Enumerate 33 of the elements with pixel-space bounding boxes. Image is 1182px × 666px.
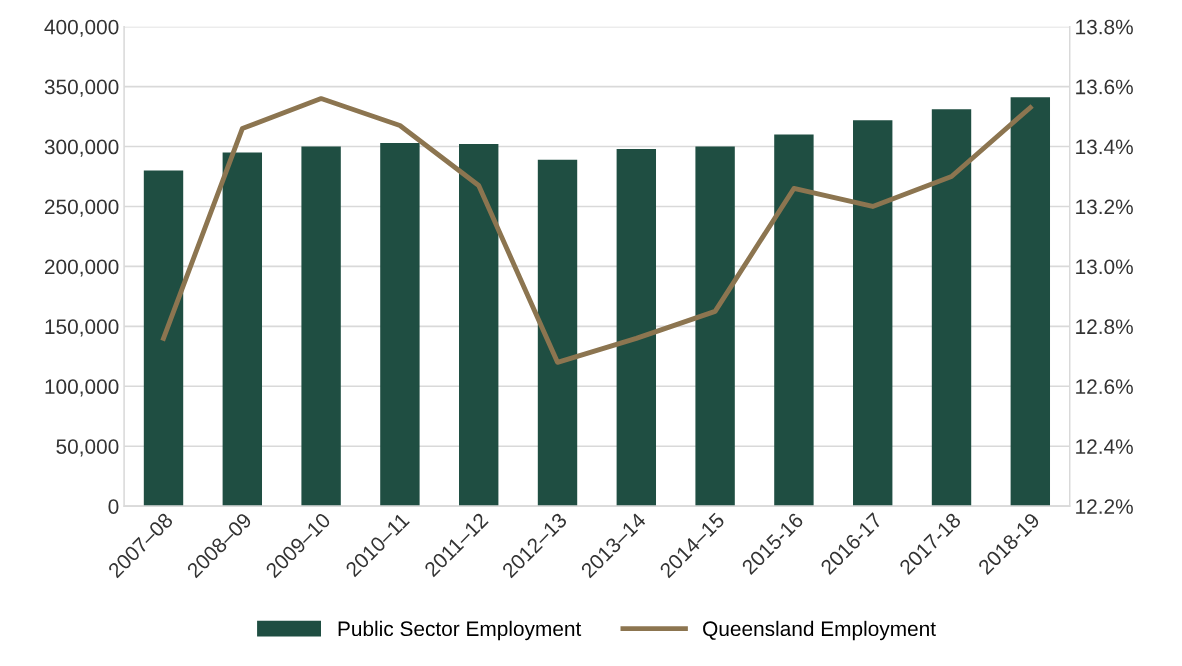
bar: [774, 134, 814, 507]
legend-label: Public Sector Employment: [338, 620, 582, 641]
y-tick-label: 200,000: [45, 259, 119, 277]
bar: [222, 152, 263, 507]
bar: [301, 146, 341, 507]
y-tick-label: 400,000: [44, 19, 119, 37]
y-tick-label: 350,000: [44, 79, 119, 97]
y2-tick-label: 13.2%: [1076, 199, 1133, 215]
bar: [537, 159, 578, 507]
y2-tick-label: 12.8%: [1076, 319, 1133, 335]
bar: [931, 109, 972, 507]
y-tick-label: 0: [108, 499, 119, 514]
bar: [616, 148, 657, 507]
y-tick-label: 300,000: [44, 139, 119, 157]
bar: [695, 146, 735, 507]
y-tick-label: 50,000: [56, 439, 119, 457]
bar: [853, 120, 893, 507]
line-series: [161, 96, 1033, 365]
y2-tick-label: 12.4%: [1076, 439, 1133, 454]
bar: [143, 170, 184, 507]
y2-tick-label: 13.8%: [1076, 19, 1133, 35]
y2-tick-label: 12.2%: [1076, 499, 1133, 514]
y-tick-label: 250,000: [45, 199, 119, 217]
y2-tick-label: 13.0%: [1076, 259, 1133, 275]
bar: [380, 142, 420, 507]
legend-label: Queensland Employment: [703, 620, 936, 641]
y2-tick-label: 12.6%: [1076, 379, 1133, 395]
bar: [1010, 97, 1051, 507]
y-tick-label: 150,000: [45, 319, 119, 337]
y-tick-label: 100,000: [45, 379, 119, 397]
bar: [459, 144, 499, 507]
y2-tick-label: 13.6%: [1076, 79, 1133, 95]
y2-tick-label: 13.4%: [1076, 139, 1133, 155]
